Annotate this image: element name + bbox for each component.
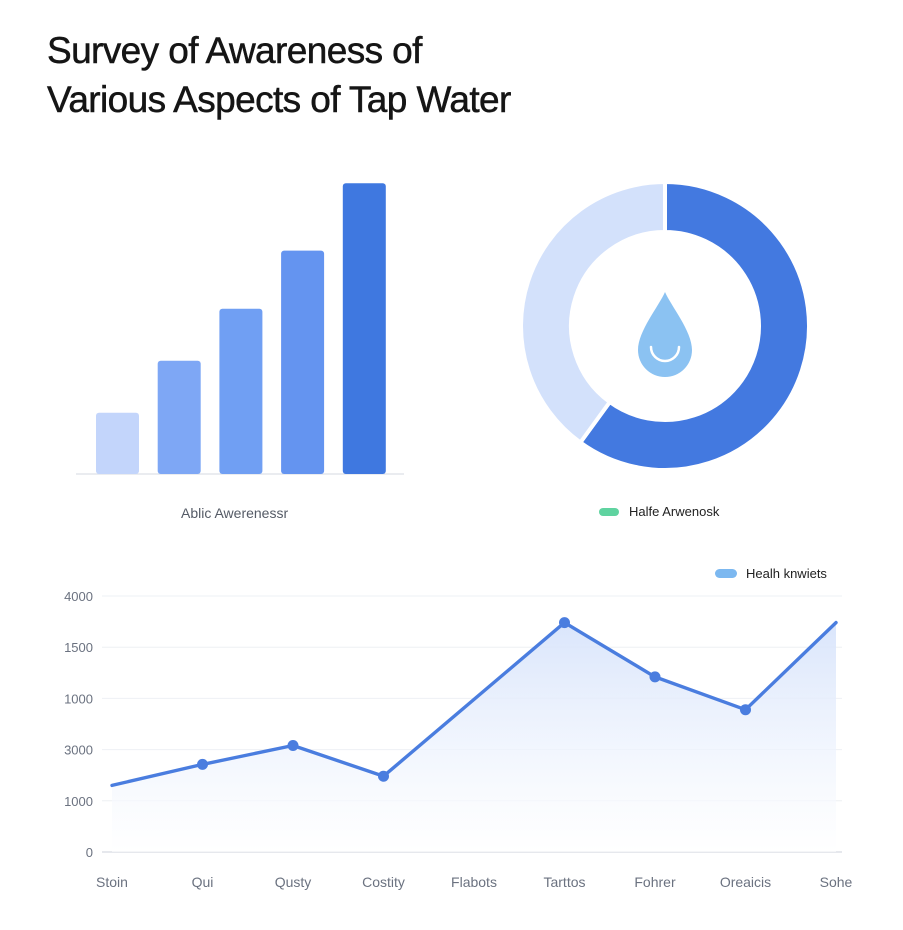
- bar-4: [281, 250, 325, 474]
- line-point-2: [197, 758, 208, 770]
- line-chart-series-line: [110, 620, 838, 788]
- line-legend: Healh knwiets: [715, 566, 827, 581]
- x-tick-label-9: Sohe: [820, 874, 853, 890]
- x-tick-label-2: Qui: [192, 874, 214, 890]
- line-legend-label: Healh knwiets: [746, 566, 827, 581]
- line-point-6: [649, 671, 661, 683]
- x-tick-label-1: Stoin: [96, 874, 128, 890]
- x-tick-label-8: Oreaicis: [720, 874, 771, 890]
- line-legend-swatch: [715, 569, 737, 578]
- bar-5: [342, 183, 386, 475]
- bar-2: [157, 360, 201, 474]
- donut-legend-label: Halfe Arwenosk: [629, 504, 720, 519]
- line-chart-area: [112, 622, 836, 852]
- y-tick-label-6: 4000: [64, 589, 93, 604]
- water-drop-highlight: [649, 345, 681, 363]
- chart-title-line-2: Various Aspects of Tap Water: [47, 79, 512, 121]
- donut-slice-minor: [519, 179, 667, 446]
- donut-legend-swatch: [599, 507, 619, 516]
- line-point-5: [559, 617, 570, 629]
- y-tick-label-5: 1500: [64, 640, 93, 655]
- bar-chart-caption: Ablic Awerenessr: [181, 505, 289, 521]
- y-tick-label-1: 0: [86, 845, 93, 860]
- y-tick-label-4: 1000: [64, 691, 93, 706]
- line-point-3: [287, 740, 299, 751]
- bar-3: [219, 308, 263, 474]
- y-tick-label-3: 3000: [64, 743, 93, 758]
- bar-1: [96, 412, 139, 474]
- water-drop-body: [638, 292, 692, 377]
- donut-slice-major: [577, 179, 811, 472]
- line-point-7: [740, 704, 751, 716]
- chart-title-line-1: Survey of Awareness of: [47, 30, 423, 72]
- line-point-4: [378, 770, 389, 782]
- chart-title: Survey of Awareness of Various Aspects o…: [47, 26, 647, 124]
- x-tick-label-3: Qusty: [275, 874, 312, 890]
- water-drop-icon: [638, 292, 692, 377]
- y-tick-label-2: 1000: [64, 794, 93, 809]
- donut-legend: Halfe Arwenosk: [599, 504, 719, 519]
- x-tick-label-5: Flabots: [451, 874, 497, 890]
- x-tick-label-4: Costity: [362, 874, 405, 890]
- x-tick-label-6: Tarttos: [543, 874, 585, 890]
- x-tick-label-7: Fohrer: [634, 874, 676, 890]
